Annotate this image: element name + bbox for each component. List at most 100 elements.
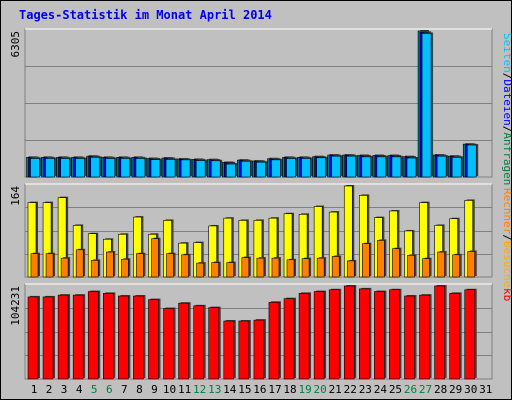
- x-tick-label: 27: [419, 383, 432, 396]
- seiten-bar: [75, 158, 85, 178]
- kb-bar: [253, 319, 265, 380]
- x-tick-label: 13: [208, 383, 221, 396]
- kb-bar: [404, 295, 415, 380]
- kb-bar: [268, 301, 280, 380]
- seiten-bar: [135, 158, 146, 178]
- rechner-bar: [226, 262, 235, 278]
- rechner-bar: [346, 260, 355, 278]
- x-tick-label: 17: [268, 383, 281, 396]
- top-legend-separator: /: [501, 73, 511, 80]
- legend-kb: kb: [501, 288, 511, 301]
- rechner-bar: [452, 254, 460, 278]
- seiten-bar: [60, 158, 70, 178]
- kb-bar: [118, 295, 129, 380]
- x-tick-label: 11: [178, 383, 191, 396]
- kb-bar: [374, 291, 385, 380]
- kb-bar: [208, 307, 220, 380]
- rechner-bar: [151, 238, 159, 278]
- rechner-bar: [331, 256, 340, 278]
- kb-bar: [223, 320, 235, 380]
- legend-besuche: Besuche: [501, 241, 511, 287]
- rechner-bar: [45, 253, 54, 278]
- seiten-bar: [271, 159, 281, 178]
- rechner-bar: [60, 257, 69, 278]
- seiten-bar: [421, 33, 432, 178]
- x-tick-label: 5: [91, 383, 98, 396]
- x-tick-label: 22: [344, 383, 357, 396]
- x-tick-label: 10: [163, 383, 176, 396]
- rechner-bar: [75, 249, 84, 278]
- kb-bar: [328, 289, 340, 380]
- middle-legend-separator: /: [501, 234, 511, 241]
- seiten-bar: [316, 157, 326, 178]
- rechner-bar: [166, 253, 174, 278]
- top-max-label: 6305: [9, 31, 22, 58]
- x-tick-label: 24: [374, 383, 388, 396]
- seiten-bar: [30, 158, 40, 178]
- rechner-bar: [422, 258, 430, 278]
- legend-seiten: Seiten: [501, 33, 511, 73]
- top-legend-separator: /: [501, 126, 511, 133]
- x-tick-label: 6: [106, 383, 113, 396]
- seiten-bar: [210, 160, 221, 178]
- x-tick-label: 3: [61, 383, 68, 396]
- seiten-bar: [436, 155, 447, 178]
- x-tick-label: 21: [329, 383, 342, 396]
- x-tick-label: 14: [223, 383, 237, 396]
- kb-bar: [464, 289, 476, 380]
- seiten-bar: [391, 156, 402, 178]
- top-legend: Seiten/Dateien/Anfragen: [501, 33, 511, 185]
- rechner-bar: [256, 257, 265, 278]
- seiten-bar: [90, 157, 101, 178]
- seiten-bar: [376, 156, 387, 178]
- x-tick-label: 18: [283, 383, 296, 396]
- rechner-bar: [241, 257, 250, 278]
- legend-dateien: Dateien: [501, 79, 511, 125]
- x-tick-label: 9: [151, 383, 158, 396]
- kb-bar: [389, 289, 400, 380]
- bottom-max-label: 104231: [9, 286, 22, 326]
- kb-bar: [57, 294, 69, 380]
- kb-bar: [283, 298, 295, 380]
- kb-bar: [359, 288, 370, 380]
- x-tick-label: 7: [121, 383, 128, 396]
- rechner-bar: [90, 260, 99, 278]
- seiten-bar: [45, 158, 55, 178]
- seiten-bar: [466, 144, 477, 178]
- kb-bar: [72, 294, 84, 380]
- kb-bar: [87, 291, 99, 380]
- seiten-bar: [286, 158, 296, 178]
- middle-max-label: 164: [9, 186, 22, 206]
- legend-anfragen: Anfragen: [501, 132, 511, 185]
- legend-rechner: Rechner: [501, 188, 511, 235]
- kb-bar: [133, 295, 144, 380]
- rechner-bar: [392, 248, 400, 278]
- kb-bar: [148, 299, 159, 380]
- middle-legend: Rechner/Besuche: [501, 188, 511, 287]
- kb-bar: [298, 293, 310, 380]
- x-tick-label: 31: [479, 383, 492, 396]
- kb-bar: [313, 291, 325, 380]
- seiten-bar: [346, 155, 357, 178]
- rechner-bar: [271, 257, 280, 278]
- kb-bar: [27, 296, 39, 380]
- rechner-bar: [377, 240, 385, 278]
- rechner-bar: [136, 253, 144, 278]
- rechner-bar: [407, 255, 415, 278]
- x-tick-label: 8: [136, 383, 143, 396]
- seiten-bar: [165, 159, 176, 178]
- kb-bar: [238, 320, 250, 380]
- kb-bar: [42, 296, 54, 380]
- rechner-bar: [196, 262, 204, 278]
- x-tick-label: 29: [449, 383, 462, 396]
- seiten-bar: [331, 155, 342, 178]
- seiten-bar: [241, 160, 251, 178]
- seiten-bar: [256, 161, 266, 178]
- rechner-bar: [211, 262, 220, 278]
- seiten-bar: [361, 156, 372, 178]
- kb-bar: [449, 293, 460, 380]
- x-tick-label: 23: [359, 383, 372, 396]
- rechner-bar: [106, 251, 114, 278]
- x-tick-label: 16: [253, 383, 266, 396]
